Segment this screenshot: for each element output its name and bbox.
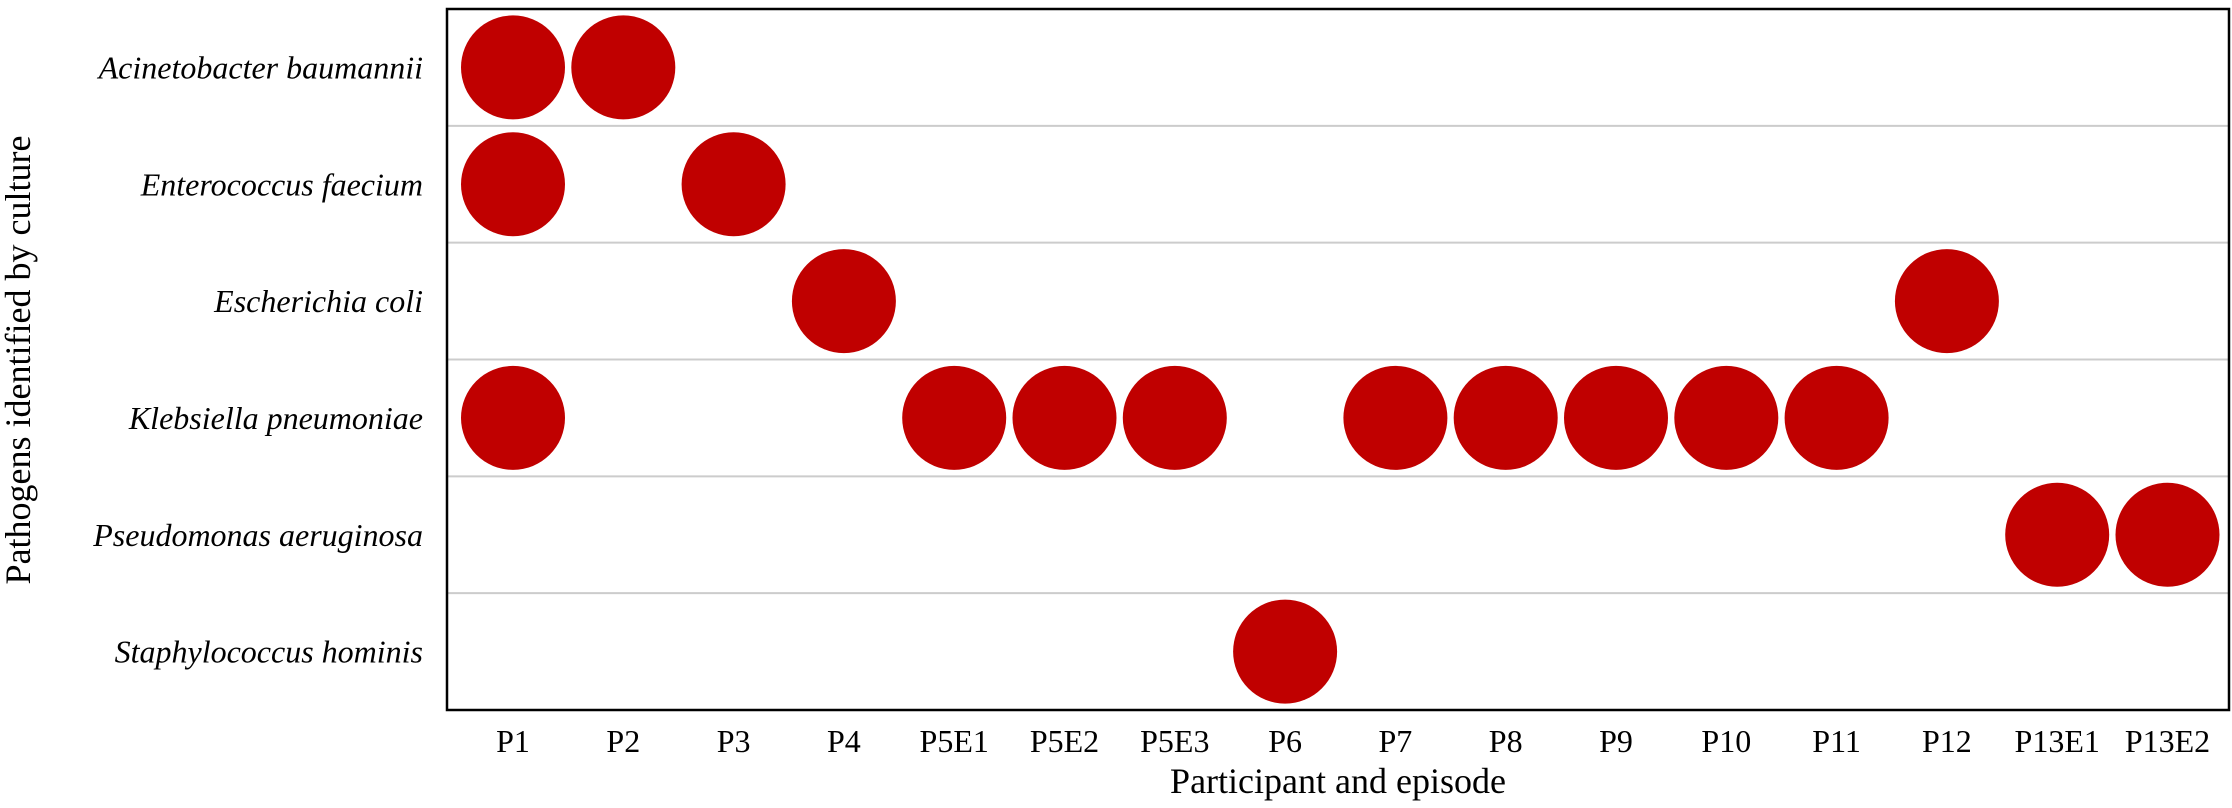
- x-tick-label-p6: P6: [1268, 723, 1302, 759]
- x-tick-label-p13e1: P13E1: [2015, 723, 2100, 759]
- data-point-p12-escherichia-coli: [1894, 249, 1999, 354]
- y-tick-label-pseudomonas-aeruginosa: Pseudomonas aeruginosa: [92, 517, 423, 553]
- data-point-p13e2-pseudomonas-aeruginosa: [2115, 482, 2220, 587]
- x-tick-label-p2: P2: [606, 723, 640, 759]
- x-tick-label-p13e2: P13E2: [2125, 723, 2210, 759]
- x-tick-label-p5e1: P5E1: [920, 723, 989, 759]
- y-tick-label-klebsiella-pneumoniae: Klebsiella pneumoniae: [128, 400, 423, 436]
- data-point-p2-acinetobacter-baumannii: [571, 15, 676, 120]
- x-tick-label-p10: P10: [1701, 723, 1751, 759]
- x-tick-label-p3: P3: [717, 723, 751, 759]
- x-tick-label-p5e3: P5E3: [1140, 723, 1209, 759]
- data-point-p1-enterococcus-faecium: [461, 132, 565, 237]
- data-point-p1-klebsiella-pneumoniae: [461, 365, 565, 470]
- data-point-p5e1-klebsiella-pneumoniae: [902, 365, 1007, 470]
- y-tick-label-escherichia-coli: Escherichia coli: [213, 283, 423, 319]
- y-tick-label-staphylococcus-hominis: Staphylococcus hominis: [115, 634, 423, 670]
- x-axis-title: Participant and episode: [1170, 761, 1506, 801]
- x-tick-label-p9: P9: [1599, 723, 1633, 759]
- data-point-p6-staphylococcus-hominis: [1233, 599, 1338, 704]
- data-point-p13e1-pseudomonas-aeruginosa: [2005, 482, 2110, 587]
- plot-frame: [445, 7, 2231, 712]
- y-tick-label-enterococcus-faecium: Enterococcus faecium: [140, 166, 423, 202]
- data-point-p5e3-klebsiella-pneumoniae: [1122, 365, 1227, 470]
- x-tick-label-p12: P12: [1922, 723, 1972, 759]
- data-point-p7-klebsiella-pneumoniae: [1343, 365, 1448, 470]
- y-axis-title: Pathogens identified by culture: [0, 136, 38, 585]
- y-tick-label-acinetobacter-baumannii: Acinetobacter baumannii: [97, 49, 423, 85]
- data-point-p4-escherichia-coli: [791, 249, 896, 354]
- x-tick-label-p5e2: P5E2: [1030, 723, 1099, 759]
- x-tick-label-p11: P11: [1812, 723, 1861, 759]
- data-point-p5e2-klebsiella-pneumoniae: [1012, 365, 1117, 470]
- gridlines: [447, 124, 2229, 595]
- x-tick-label-p1: P1: [496, 723, 530, 759]
- data-point-p8-klebsiella-pneumoniae: [1453, 365, 1558, 470]
- x-tick-label-p4: P4: [827, 723, 861, 759]
- data-point-p3-enterococcus-faecium: [681, 132, 786, 237]
- data-point-p9-klebsiella-pneumoniae: [1564, 365, 1668, 470]
- data-point-p1-acinetobacter-baumannii: [461, 15, 565, 120]
- x-tick-label-p7: P7: [1379, 723, 1413, 759]
- x-tick-labels: P1 P2 P3 P4 P5E1 P5E2 P5E3 P6 P7 P8 P9 P10 P11 P12 P13…: [496, 723, 2210, 759]
- x-tick-label-p8: P8: [1489, 723, 1523, 759]
- data-points: [461, 15, 2220, 704]
- y-tick-labels: Acinetobacter baumannii Enterococcus faec…: [92, 49, 423, 669]
- data-point-p10-klebsiella-pneumoniae: [1674, 365, 1779, 470]
- data-point-p11-klebsiella-pneumoniae: [1784, 365, 1889, 470]
